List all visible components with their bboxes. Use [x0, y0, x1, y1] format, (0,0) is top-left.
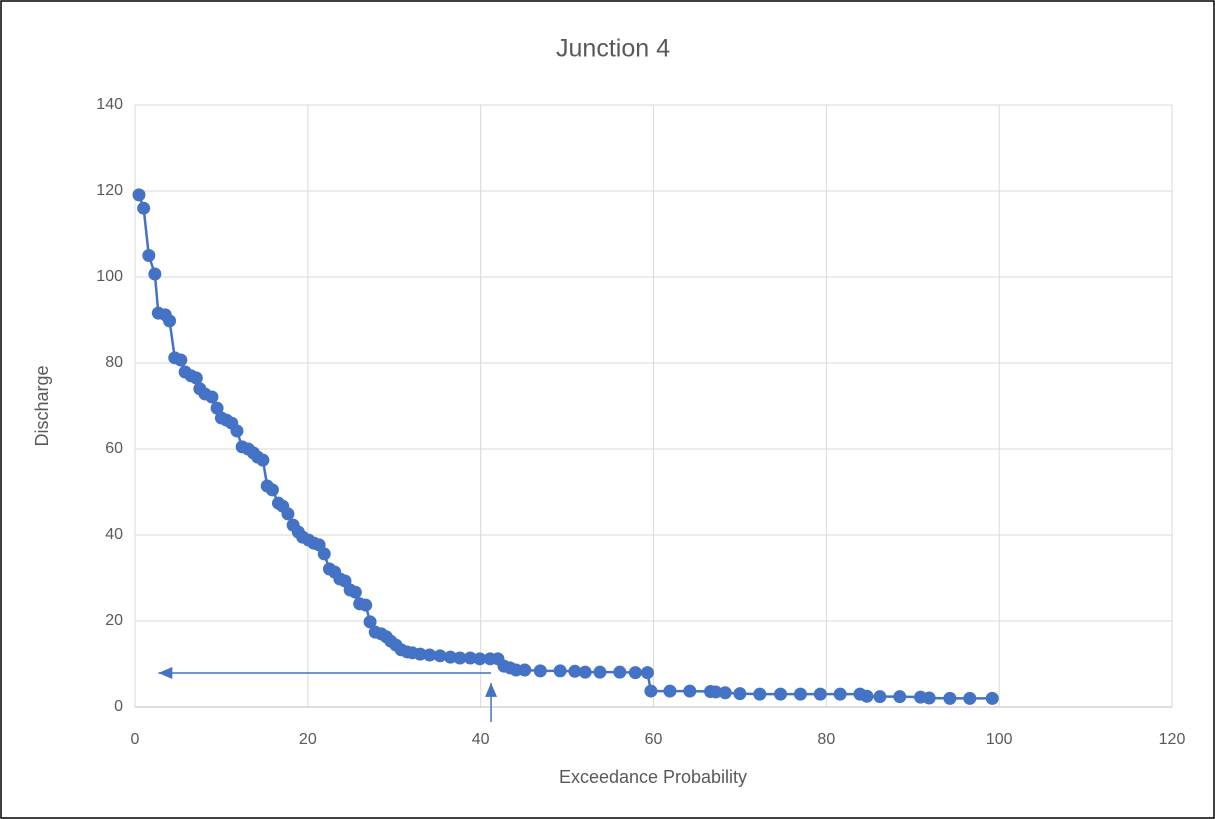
point [281, 507, 295, 521]
point [985, 691, 999, 705]
x-tick-label: 20 [299, 731, 317, 748]
point [142, 249, 156, 262]
point [593, 665, 607, 679]
point [873, 690, 887, 704]
arrow-head [158, 667, 173, 680]
point [628, 666, 642, 680]
point [613, 665, 627, 679]
x-tick-label: 0 [131, 731, 140, 748]
point [433, 649, 447, 663]
y-axis-label: Discharge [32, 365, 52, 446]
x-tick-label: 120 [1159, 731, 1186, 748]
point [205, 390, 219, 404]
point [189, 371, 203, 385]
point [663, 684, 677, 698]
point [473, 652, 487, 666]
y-tick-label: 40 [105, 526, 123, 543]
point [317, 547, 331, 561]
point [644, 684, 658, 698]
point [553, 664, 567, 678]
point [922, 691, 936, 705]
x-tick-label: 100 [986, 731, 1013, 748]
point [230, 424, 244, 438]
point [443, 650, 457, 664]
point [963, 691, 977, 705]
y-tick-label: 0 [114, 698, 123, 715]
point [793, 687, 807, 701]
point [348, 585, 362, 599]
point [813, 687, 827, 701]
point [533, 664, 547, 678]
point [683, 684, 697, 698]
point [363, 615, 377, 629]
y-tick-label: 140 [96, 96, 123, 113]
point [860, 689, 874, 703]
point [132, 188, 146, 202]
point [463, 651, 477, 665]
point [265, 483, 279, 497]
x-axis-label: Exceedance Probability [559, 767, 747, 787]
y-tick-label: 20 [105, 612, 123, 629]
x-tick-label: 80 [817, 731, 835, 748]
arrow-head [485, 682, 498, 697]
point [718, 686, 732, 700]
point [163, 314, 177, 328]
point [943, 691, 957, 705]
point [833, 687, 847, 701]
point [423, 648, 437, 662]
point [733, 687, 747, 701]
point [256, 453, 270, 467]
point [453, 651, 467, 665]
point [359, 598, 373, 612]
y-tick-label: 100 [96, 268, 123, 285]
y-tick-label: 60 [105, 440, 123, 457]
y-tick-label: 80 [105, 354, 123, 371]
point [578, 665, 592, 679]
point [210, 401, 224, 415]
point [568, 664, 582, 678]
point [753, 687, 767, 701]
point [174, 353, 188, 367]
x-tick-label: 40 [472, 731, 490, 748]
point [640, 666, 654, 680]
point [413, 647, 427, 661]
point [518, 663, 532, 677]
y-tick-label: 120 [96, 182, 123, 199]
point [774, 687, 788, 701]
point [893, 690, 907, 704]
chart-title: Junction 4 [556, 35, 670, 63]
point [137, 201, 151, 215]
x-tick-label: 60 [645, 731, 663, 748]
point [148, 267, 162, 281]
point [709, 685, 723, 699]
